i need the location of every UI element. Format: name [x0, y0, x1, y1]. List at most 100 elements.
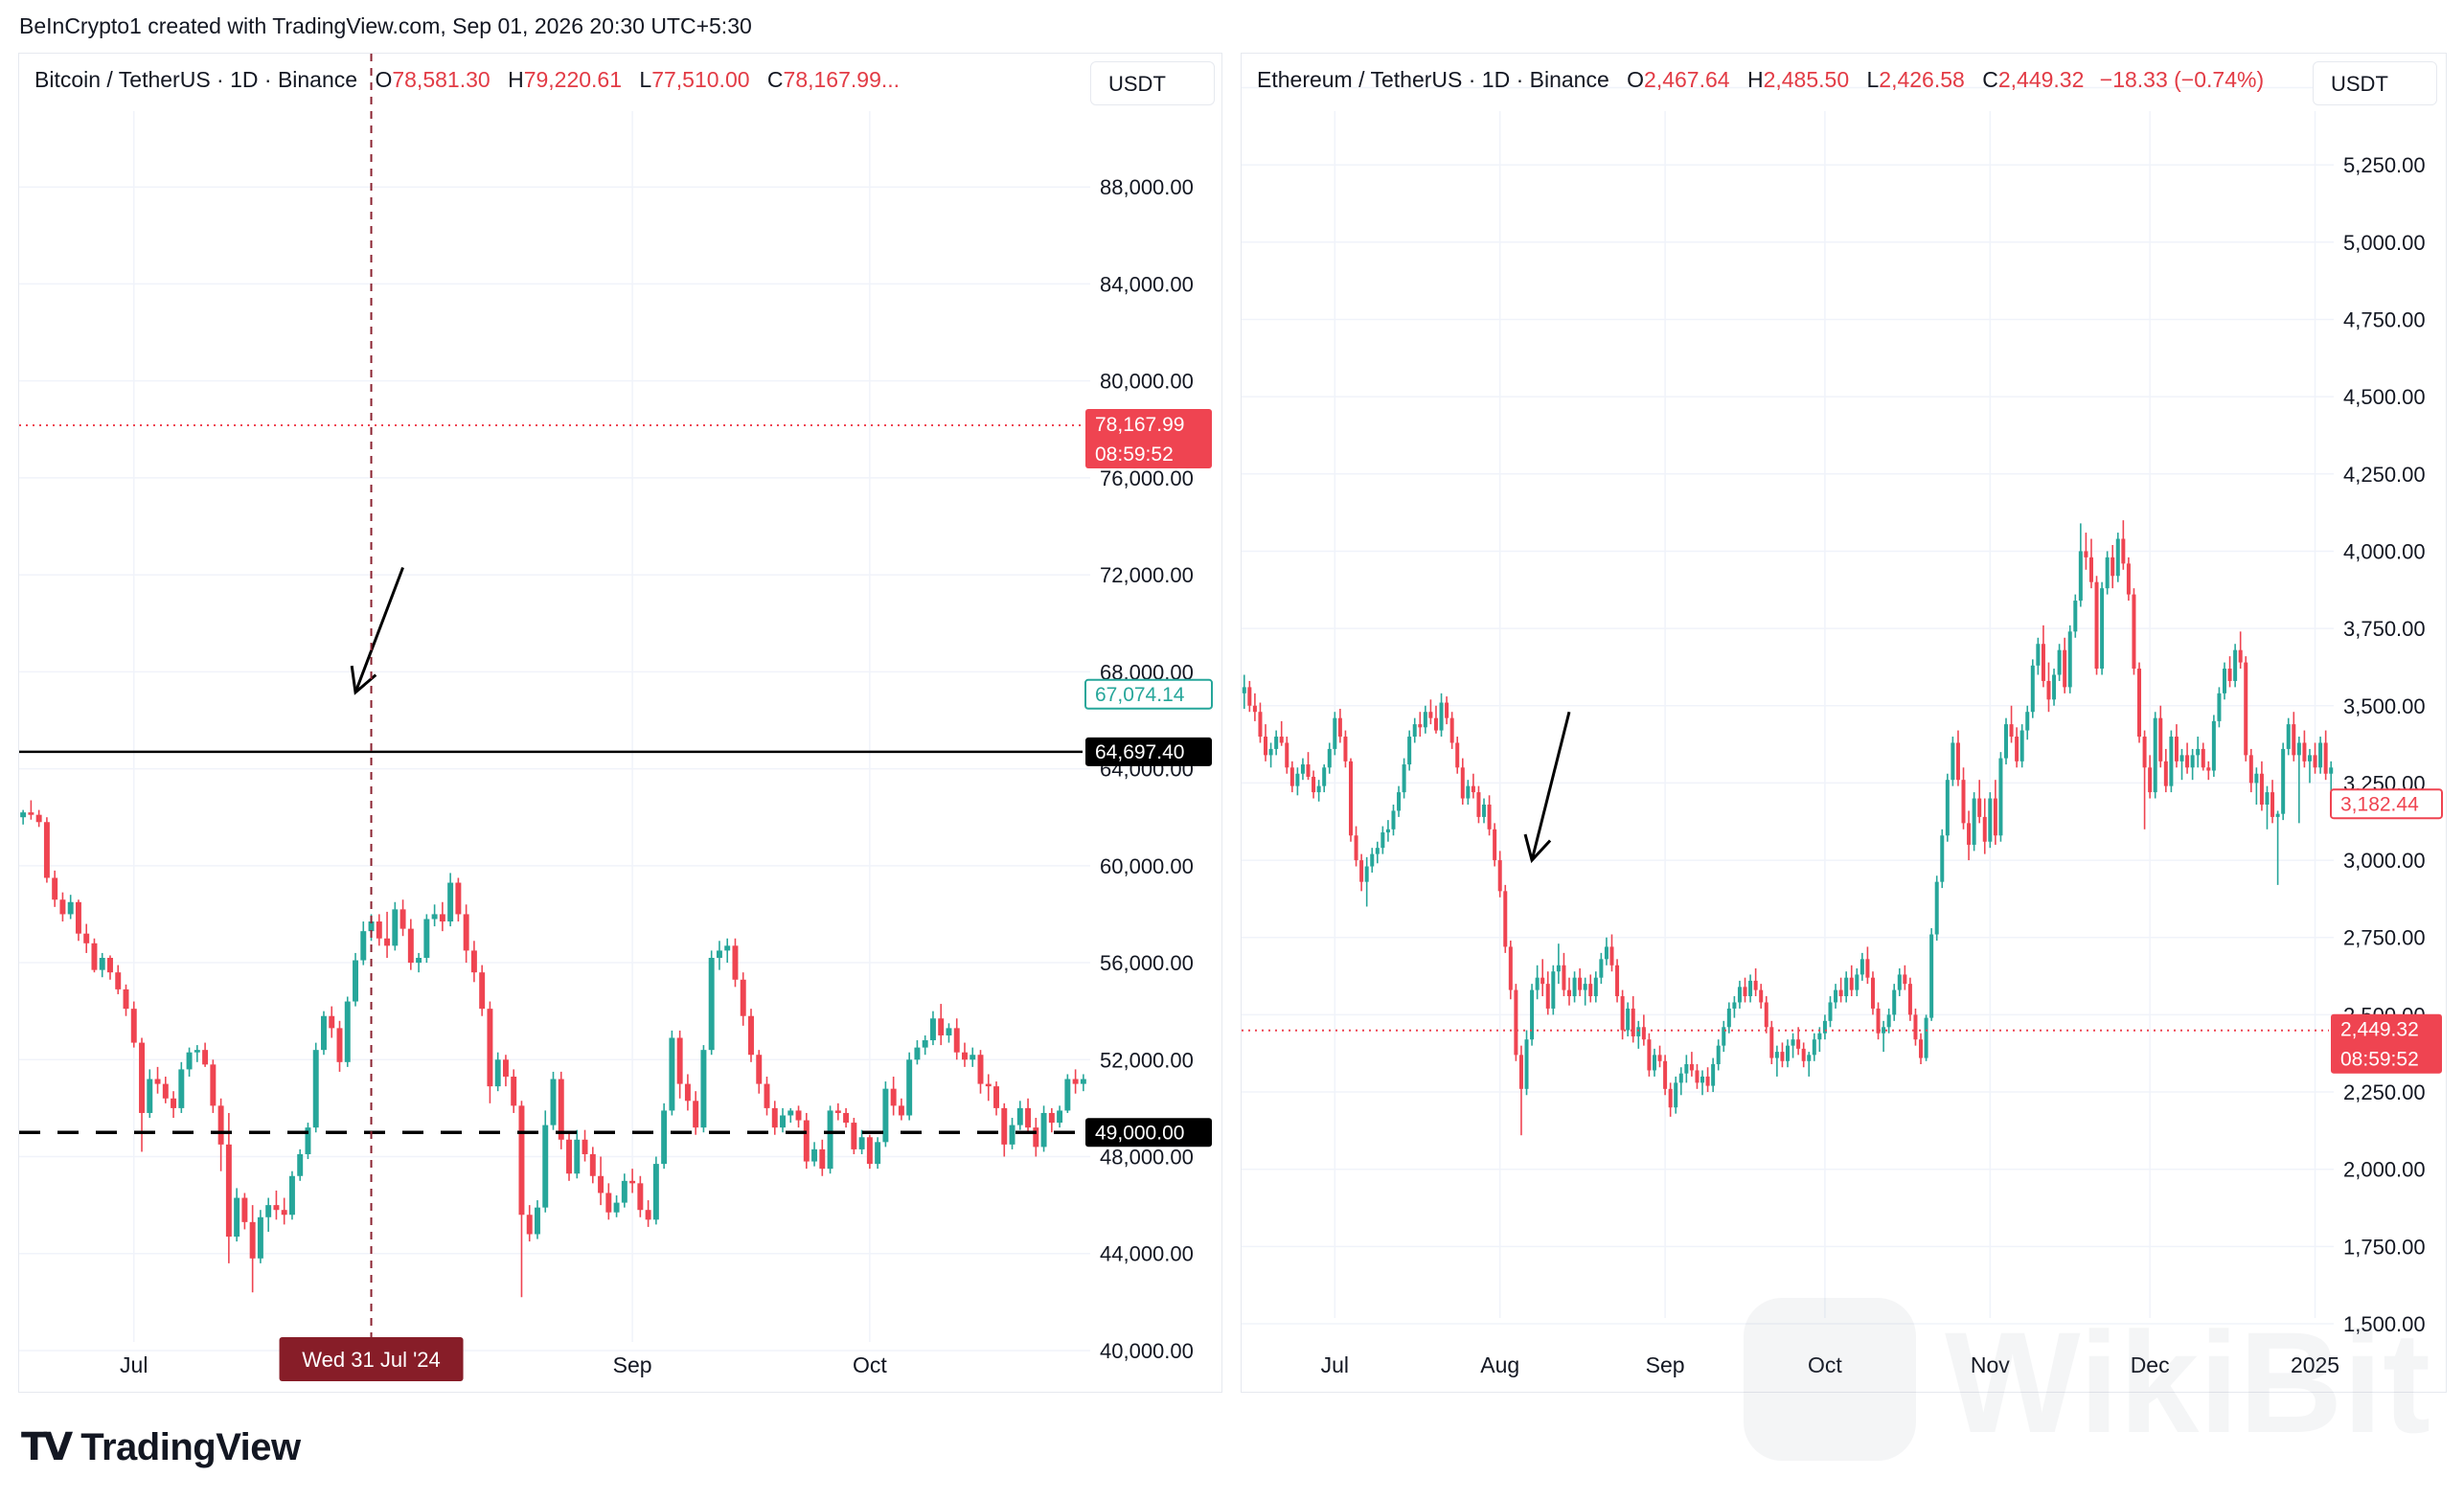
candle-body	[2057, 649, 2062, 675]
candle-body	[550, 1079, 557, 1125]
candle-body	[787, 1110, 794, 1116]
candle-body	[629, 1180, 636, 1184]
candle-body	[2046, 680, 2051, 700]
candle-body	[2121, 538, 2126, 564]
candle-body	[1258, 712, 1263, 738]
candle-body	[1295, 773, 1300, 786]
candle-body	[1822, 1020, 1827, 1034]
btc-chart-canvas[interactable]: 88,000.00 84,000.00 80,000.00 76,000.00 72,0…	[19, 54, 1221, 1392]
candle-body	[1684, 1064, 1689, 1074]
candle-body	[210, 1064, 217, 1106]
candle-body	[1572, 977, 1577, 997]
annotation-arrow-shaft	[354, 566, 404, 693]
eth-last-price-label-text-1: 08:59:52	[2340, 1049, 2419, 1071]
candle-body	[2190, 755, 2195, 768]
candle-body	[1817, 1033, 1822, 1040]
candle-body	[130, 1009, 137, 1043]
candle-body	[1551, 971, 1556, 1009]
y-tick-label: 3,500.00	[2343, 694, 2426, 718]
candle-body	[2313, 755, 2317, 768]
candle-body	[2084, 551, 2088, 557]
candle-body	[1407, 737, 1412, 765]
candle-body	[1025, 1107, 1032, 1128]
btc-low-value: 77,510.00	[651, 67, 750, 92]
candle-body	[439, 914, 445, 922]
btc-legend: Bitcoin / TetherUS · 1D · Binance O78,58…	[34, 67, 900, 93]
candle-body	[1711, 1064, 1716, 1086]
candle-body	[329, 1015, 335, 1029]
candle-body	[344, 1001, 351, 1062]
candle-body	[75, 901, 81, 934]
candle-body	[494, 1059, 501, 1087]
btc-level-price-label: 64,697.40	[1085, 737, 1212, 766]
y-tick-label: 4,250.00	[2343, 463, 2426, 487]
x-tick-label: Oct	[1808, 1352, 1842, 1377]
candle-body	[194, 1050, 200, 1053]
candle-body	[1503, 891, 1508, 947]
candle-body	[764, 1083, 770, 1108]
eth-change-value: −18.33 (−0.74%)	[2099, 67, 2265, 92]
candle-body	[2073, 601, 2078, 632]
candle-body	[1370, 853, 1375, 867]
candle-body	[914, 1047, 921, 1060]
x-tick-label: Sep	[1646, 1352, 1685, 1377]
btc-open-value: 78,581.30	[392, 67, 491, 92]
candle-body	[1812, 1039, 1816, 1056]
candle-body	[1312, 776, 1316, 793]
y-tick-label: 60,000.00	[1100, 854, 1194, 878]
eth-chart-canvas[interactable]: 5,500.005,250.005,000.004,750.004,500.00…	[1242, 54, 2446, 1392]
candle-body	[1433, 717, 1438, 731]
candle-body	[1801, 1048, 1806, 1061]
candle-body	[423, 919, 430, 958]
candle-body	[115, 972, 122, 989]
candle-body	[1663, 1060, 1668, 1089]
y-tick-label: 40,000.00	[1100, 1339, 1194, 1363]
btc-currency-button[interactable]: USDT	[1090, 61, 1215, 105]
btc-symbol-title[interactable]: Bitcoin / TetherUS · 1D · Binance	[34, 67, 358, 92]
eth-symbol-title[interactable]: Ethereum / TetherUS · 1D · Binance	[1257, 67, 1609, 92]
eth-chart-panel[interactable]: 5,500.005,250.005,000.004,750.004,500.00…	[1241, 53, 2447, 1393]
candle-body	[2270, 792, 2275, 817]
candle-body	[1300, 764, 1305, 774]
candle-body	[2105, 557, 2110, 589]
eth-last-price-label-box	[2331, 1013, 2442, 1074]
candle-body	[312, 1050, 319, 1128]
btc-green-price-label: 67,074.14	[1084, 678, 1213, 710]
candle-body	[1343, 737, 1348, 761]
candle-body	[535, 1207, 540, 1235]
wikibit-watermark-text: WikiBit	[1945, 1302, 2430, 1463]
btc-last-price-label-text-0: 78,167.99	[1095, 414, 1184, 436]
candle-body	[2169, 737, 2174, 786]
eth-currency-button[interactable]: USDT	[2313, 61, 2437, 105]
candle-body	[716, 950, 722, 958]
tradingview-logo-icon: TV	[21, 1425, 73, 1469]
candle-body	[1796, 1039, 1801, 1049]
candle-body	[1057, 1110, 1063, 1124]
candle-body	[1316, 785, 1321, 793]
candle-body	[526, 1215, 533, 1235]
y-tick-label: 2,750.00	[2343, 926, 2426, 950]
candle-body	[2063, 649, 2067, 688]
tradingview-wordmark: TradingView	[80, 1425, 301, 1468]
eth-legend: Ethereum / TetherUS · 1D · Binance O2,46…	[1257, 67, 2264, 93]
candle-body	[1834, 989, 1838, 1003]
candle-body	[1487, 804, 1492, 830]
candle-body	[1859, 959, 1864, 975]
btc-last-price-label: 78,167.99 08:59:52	[1085, 409, 1212, 469]
candle-body	[890, 1088, 897, 1106]
candle-body	[1876, 1008, 1881, 1034]
candle-body	[875, 1142, 881, 1165]
candle-body	[2286, 724, 2291, 749]
candle-body	[1998, 758, 2003, 836]
x-tick-label: Jul	[1321, 1352, 1349, 1377]
tradingview-logo[interactable]: TV TradingView	[21, 1425, 301, 1469]
candle-body	[1530, 989, 1535, 1040]
candle-body	[2110, 557, 2115, 577]
candle-body	[1583, 984, 1587, 990]
btc-chart-panel[interactable]: 88,000.00 84,000.00 80,000.00 76,000.00 72,0…	[18, 53, 1222, 1393]
candle-body	[249, 1221, 256, 1259]
candle-body	[1828, 1002, 1833, 1021]
candle-body	[171, 1098, 177, 1108]
candle-body	[1364, 866, 1369, 882]
candle-body	[1695, 1070, 1700, 1083]
